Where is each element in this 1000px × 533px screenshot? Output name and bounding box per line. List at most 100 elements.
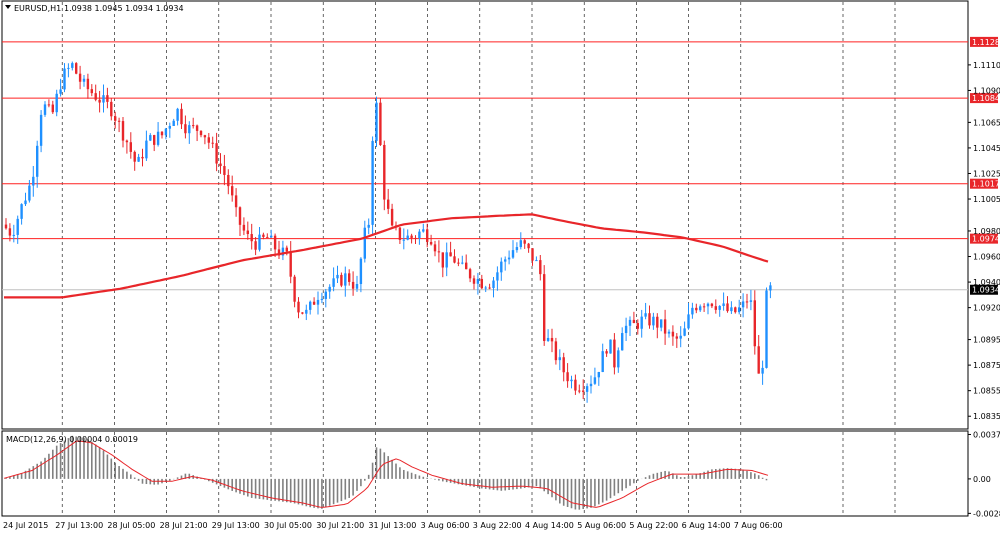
candle-body	[437, 251, 441, 253]
candle-body	[714, 306, 717, 310]
price-tick-label: 1.0980	[973, 227, 1000, 236]
candle-body	[445, 252, 448, 268]
candle-body	[266, 236, 269, 238]
price-tick-label: 1.0920	[973, 304, 1000, 313]
candle-body	[515, 247, 519, 251]
candle-body	[324, 291, 327, 299]
time-tick-label: 30 Jul 05:00	[264, 521, 312, 530]
time-tick-label: 27 Jul 13:00	[55, 521, 103, 530]
candle-body	[39, 114, 43, 146]
price-tick-label: 1.0960	[973, 253, 1000, 262]
candle-body	[753, 300, 756, 347]
candle-body	[636, 323, 639, 329]
candle-body	[129, 142, 132, 152]
candle-body	[47, 104, 51, 106]
candle-body	[535, 260, 538, 262]
candle-body	[117, 120, 121, 122]
candle-body	[527, 243, 530, 249]
candle-body	[523, 240, 526, 244]
candle-body	[258, 234, 261, 250]
candle-body	[168, 125, 171, 129]
candle-body	[679, 335, 682, 339]
candle-body	[24, 200, 27, 205]
level-price-tag-label: 1.1017	[972, 180, 1000, 189]
candle-body	[348, 273, 351, 282]
ohlc-readout: 1.0938 1.0945 1.0934 1.0934	[64, 4, 184, 13]
candle-body	[699, 306, 702, 311]
candle-body	[691, 307, 694, 315]
candle-body	[640, 316, 643, 329]
candle-body	[125, 140, 129, 143]
candle-body	[98, 99, 101, 103]
moving-average-layer	[4, 213, 769, 299]
candle-body	[492, 280, 495, 289]
candle-body	[195, 125, 199, 131]
candle-body	[457, 262, 460, 264]
candle-body	[687, 314, 690, 329]
candle-body	[273, 235, 277, 250]
candle-body	[702, 306, 706, 308]
candle-body	[484, 287, 487, 289]
candle-body	[570, 379, 573, 382]
macd-layer: 0.00371 0.00 -0.00288	[3, 430, 1000, 518]
level-price-tag	[970, 93, 998, 104]
candle-body	[78, 73, 82, 82]
candle-body	[465, 262, 468, 270]
candle-body	[745, 301, 749, 303]
candle-body	[231, 186, 234, 196]
triangle-down-icon[interactable]	[5, 5, 11, 9]
candle-body	[683, 328, 686, 336]
candle-body	[297, 301, 300, 313]
macd-plot-frame	[1, 430, 969, 517]
symbol-label: EURUSD,H1	[14, 4, 61, 13]
candle-body	[250, 234, 253, 242]
candle-body	[582, 390, 585, 392]
candle-body	[472, 278, 476, 284]
candle-body	[36, 145, 39, 177]
candle-body	[141, 156, 144, 159]
candle-body	[176, 108, 179, 121]
candle-body	[242, 224, 246, 231]
candle-body	[718, 305, 721, 310]
candle-body	[422, 229, 425, 232]
candle-body	[16, 218, 19, 235]
candle-body	[550, 337, 554, 342]
candle-body	[500, 261, 503, 273]
time-tick-label: 28 Jul 21:00	[160, 521, 208, 530]
candle-body	[426, 229, 429, 242]
candle-body	[406, 235, 409, 240]
level-price-tag	[970, 233, 998, 244]
candle-body	[390, 208, 394, 226]
candle-body	[531, 248, 534, 261]
candle-body	[722, 303, 725, 306]
candle-body	[648, 313, 651, 326]
candle-body	[67, 67, 70, 69]
price-tick-label: 1.1045	[973, 144, 1000, 153]
candle-body	[285, 247, 288, 252]
candle-body	[574, 379, 577, 391]
candle-body	[75, 63, 78, 74]
candle-body	[316, 299, 320, 305]
candle-body	[710, 303, 714, 307]
candle-body	[4, 224, 8, 229]
candle-body	[730, 307, 733, 312]
candle-body	[383, 144, 386, 200]
candle-body	[32, 176, 35, 186]
candle-body	[363, 227, 366, 259]
candle-body	[145, 140, 148, 159]
candle-body	[20, 204, 23, 219]
candle-body	[741, 301, 745, 308]
candle-body	[765, 290, 768, 368]
candle-body	[90, 89, 93, 94]
time-tick-label: 28 Jul 05:00	[107, 521, 155, 530]
candle-body	[402, 239, 405, 241]
price-tick-label: 1.1005	[973, 195, 1000, 204]
price-tick-label: 1.1090	[973, 86, 1000, 95]
candle-body	[293, 276, 296, 302]
grid-layer	[61, 2, 896, 515]
candle-body	[461, 262, 464, 264]
candle-body	[414, 237, 417, 239]
candle-body	[114, 116, 117, 121]
candle-body	[375, 102, 378, 141]
current-price-tag	[970, 284, 998, 295]
